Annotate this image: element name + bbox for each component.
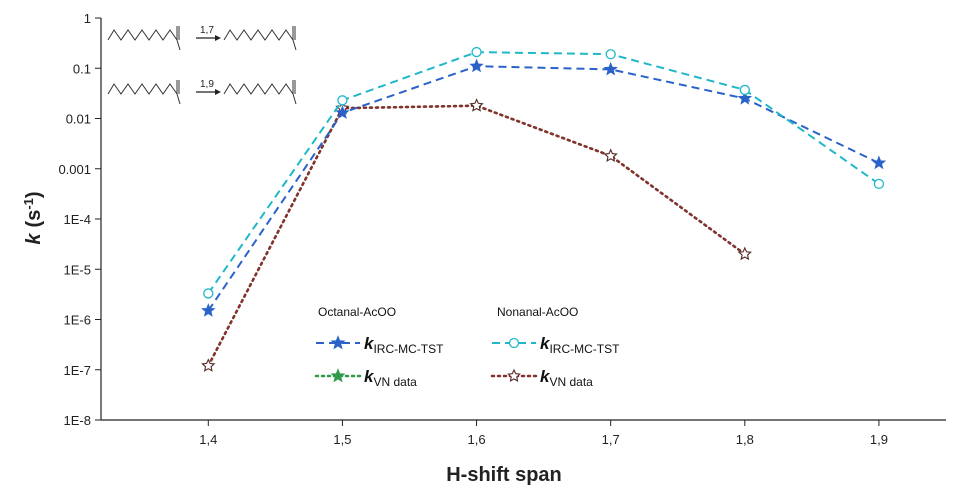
y-tick-label: 0.1: [73, 61, 91, 76]
legend-entry-nonanal-vn: kVN data: [490, 367, 593, 389]
y-tick-label: 1E-8: [64, 413, 91, 428]
y-axis-title-close: ): [23, 191, 45, 198]
data-point: [471, 46, 482, 58]
legend-label-octanal-vn: kVN data: [364, 367, 417, 389]
legend-group-title-nonanal: Nonanal-AcOO: [497, 305, 578, 319]
legend-k-nonanal-vn: k: [540, 367, 551, 386]
reactant-tail-1: [176, 39, 181, 51]
data-point: [603, 61, 618, 76]
data-point: [873, 178, 885, 190]
legend-entry-octanal-irc: kIRC-MC-TST: [316, 334, 444, 356]
legend-sub-octanal-irc: IRC-MC-TST: [373, 342, 444, 356]
y-axis-ticks: 1 0.1 0.01 0.001 1E-4 1E-5 1E-6 1E-7 1E-8: [58, 11, 101, 428]
product-chain-1: [223, 29, 294, 41]
x-axis-title: H-shift span: [446, 464, 562, 486]
data-point: [201, 303, 216, 317]
series-0: [201, 58, 887, 317]
x-tick-label: 1,9: [870, 432, 888, 447]
legend-marker-octanal-irc: [330, 335, 346, 350]
y-tick-label: 1E-4: [64, 212, 91, 227]
series-line: [207, 65, 880, 312]
series-layer: [201, 46, 887, 372]
x-tick-label: 1,6: [468, 432, 486, 447]
y-axis-title: k (s-1): [21, 191, 45, 244]
product-chain-2: [223, 83, 294, 95]
reactant-chain-2: [107, 83, 178, 95]
data-point: [203, 288, 214, 299]
y-tick-label: 0.001: [58, 162, 91, 177]
arrowhead-2: [215, 89, 221, 95]
product-tail-1: [292, 39, 297, 51]
legend-k-octanal-irc: k: [364, 334, 375, 353]
y-axis-title-exponent: -1: [21, 198, 36, 210]
legend: Octanal-AcOO Nonanal-AcOO kIRC-MC-TST kV…: [314, 305, 620, 389]
legend-group-title-octanal: Octanal-AcOO: [318, 305, 396, 319]
plot-axes: [100, 18, 946, 421]
series-1: [201, 98, 753, 372]
data-point: [739, 84, 750, 96]
reaction-1-9: 1,9: [107, 79, 297, 105]
legend-label-nonanal-vn: kVN data: [540, 367, 593, 389]
data-point: [603, 148, 618, 162]
y-axis-title-unit: (s: [23, 210, 45, 228]
x-tick-label: 1,8: [736, 432, 754, 447]
data-point: [337, 95, 348, 106]
reaction-scheme-inset: 1,7 1,9: [107, 25, 297, 105]
legend-marker-octanal-vn: [330, 368, 346, 383]
y-axis-title-k: k: [23, 233, 45, 245]
data-point: [201, 358, 216, 372]
reaction-label-1-9: 1,9: [200, 79, 214, 90]
legend-entry-nonanal-irc: kIRC-MC-TST: [492, 334, 620, 356]
reaction-label-1-7: 1,7: [200, 25, 214, 36]
reactant-chain-1: [107, 29, 178, 41]
y-tick-label: 1E-7: [64, 363, 91, 378]
y-tick-label: 1: [84, 11, 91, 26]
series-line: [207, 104, 747, 368]
legend-entry-octanal-vn: kVN data: [314, 367, 417, 389]
data-point: [469, 58, 484, 73]
data-point: [335, 105, 350, 119]
y-tick-label: 0.01: [66, 112, 91, 127]
x-tick-label: 1,5: [333, 432, 351, 447]
data-point: [871, 155, 887, 170]
x-tick-label: 1,7: [602, 432, 620, 447]
x-axis-ticks: 1,4 1,5 1,6 1,7 1,8 1,9: [199, 420, 888, 447]
product-tail-2: [292, 93, 297, 105]
reactant-tail-2: [176, 93, 181, 105]
y-tick-label: 1E-6: [64, 313, 91, 328]
legend-k-octanal-vn: k: [364, 367, 375, 386]
legend-sub-octanal-vn: VN data: [373, 375, 417, 389]
arrowhead-1: [215, 35, 221, 41]
series-line: [207, 104, 747, 368]
series-line: [207, 51, 880, 294]
y-tick-label: 1E-5: [64, 262, 91, 277]
legend-marker-nonanal-vn: [507, 368, 521, 382]
legend-sub-nonanal-vn: VN data: [549, 375, 593, 389]
legend-label-octanal-irc: kIRC-MC-TST: [364, 334, 444, 356]
data-point: [469, 98, 484, 112]
x-tick-label: 1,4: [199, 432, 217, 447]
legend-sub-nonanal-irc: IRC-MC-TST: [549, 342, 620, 356]
reaction-1-7: 1,7: [107, 25, 297, 51]
series-2: [203, 46, 885, 299]
series-3: [201, 98, 752, 372]
legend-marker-nonanal-irc: [508, 337, 520, 349]
legend-k-nonanal-irc: k: [540, 334, 551, 353]
data-point: [737, 90, 753, 105]
data-point: [737, 246, 752, 261]
legend-label-nonanal-irc: kIRC-MC-TST: [540, 334, 620, 356]
data-point: [605, 49, 616, 60]
